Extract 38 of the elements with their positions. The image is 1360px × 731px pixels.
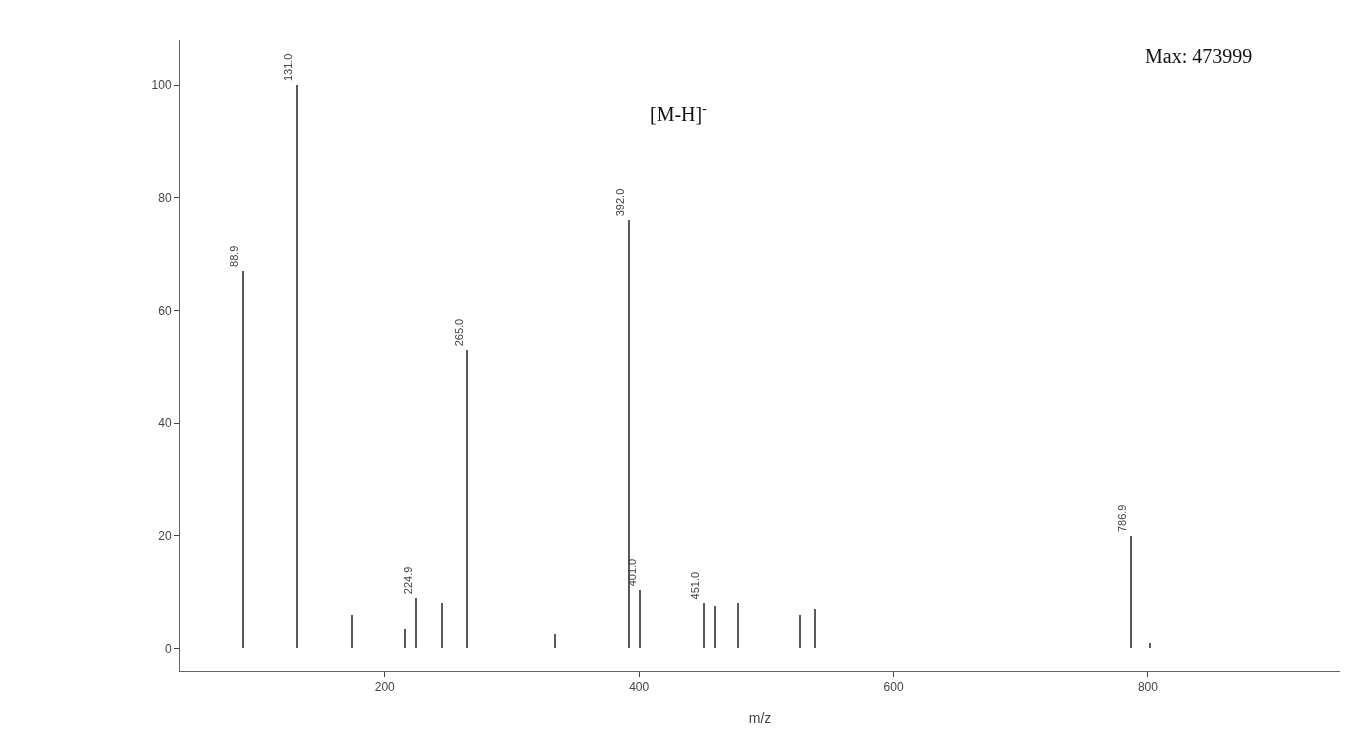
- bar: [242, 271, 244, 648]
- annotation: [M-H]$^{-}$: [650, 101, 708, 126]
- bar: [1130, 536, 1132, 648]
- bar: [296, 85, 298, 648]
- x-tick-label: 600: [883, 680, 904, 695]
- annotation: 224.9: [401, 566, 414, 595]
- bar: [714, 606, 716, 648]
- y-tick-label: 40: [158, 416, 172, 431]
- annotation: 392.0: [613, 188, 626, 217]
- annotation: 88.9: [227, 245, 240, 267]
- y-tick-label: 60: [158, 303, 172, 318]
- annotation: 786.9: [1116, 504, 1129, 533]
- annotation: 265.0: [452, 318, 465, 347]
- annotation: 131.0: [281, 53, 294, 82]
- bar: [628, 220, 630, 648]
- bar: [351, 615, 353, 648]
- annotation: 401.0: [625, 558, 638, 587]
- y-tick-label: 0: [164, 641, 172, 656]
- bar: [799, 615, 801, 648]
- bar: [554, 634, 556, 648]
- bar: [441, 603, 443, 648]
- x-tick-label: 400: [629, 680, 650, 695]
- x-tick-label: 800: [1137, 680, 1159, 695]
- annotation: Max: 473999: [1145, 45, 1253, 67]
- x-tick-label: 200: [374, 680, 396, 695]
- y-tick-label: 80: [158, 190, 172, 205]
- bar: [639, 590, 641, 648]
- bar: [703, 603, 705, 648]
- bar: [404, 629, 406, 648]
- bar: [415, 598, 417, 648]
- bar: [466, 350, 468, 648]
- y-tick-label: 20: [158, 528, 172, 543]
- y-tick-label: 100: [151, 78, 172, 93]
- x-axis-title: m/z: [748, 710, 772, 726]
- annotation: 451.0: [688, 571, 701, 600]
- bar: [1149, 643, 1151, 648]
- bar: [737, 603, 739, 648]
- bar: [814, 609, 816, 648]
